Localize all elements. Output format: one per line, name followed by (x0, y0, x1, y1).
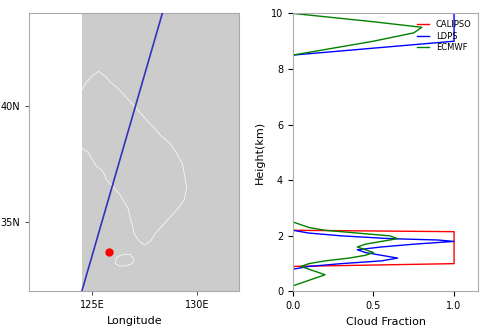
Y-axis label: Height(km): Height(km) (255, 121, 265, 184)
Polygon shape (115, 254, 134, 266)
Polygon shape (71, 71, 187, 245)
Legend: CALIPSO, LDPS, ECMWF: CALIPSO, LDPS, ECMWF (414, 17, 474, 55)
Bar (29, 13, 82, 291)
X-axis label: Cloud Fraction: Cloud Fraction (346, 317, 426, 327)
X-axis label: Longitude: Longitude (106, 316, 162, 326)
